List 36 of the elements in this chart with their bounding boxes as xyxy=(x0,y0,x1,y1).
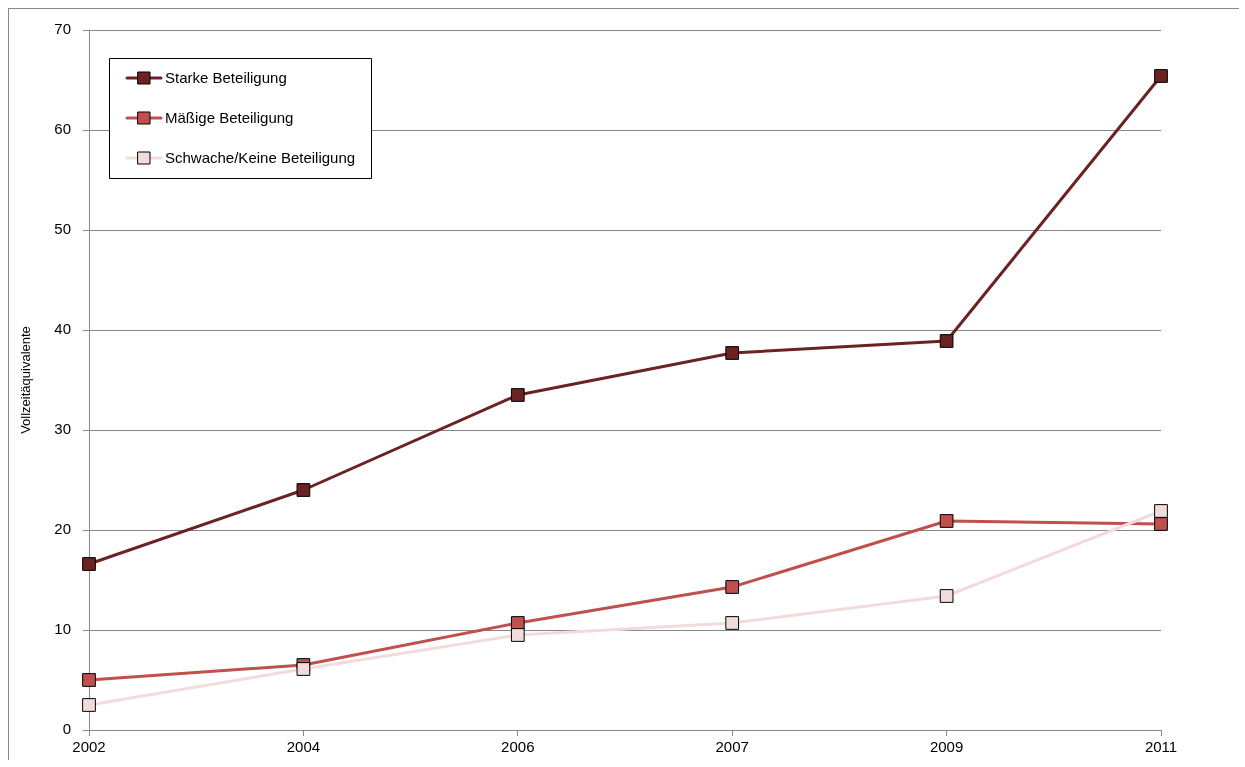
point xyxy=(939,514,954,528)
y-tick-label: 40 xyxy=(54,320,71,338)
x-tick-label: 2004 xyxy=(286,738,321,756)
y-axis-title: Vollzeitäquivalente xyxy=(18,326,34,434)
y-tick-label: 50 xyxy=(54,220,71,238)
legend-label: Starke Beteiligung xyxy=(165,69,287,87)
point xyxy=(510,616,525,630)
point xyxy=(510,388,525,402)
y-tick-label: 60 xyxy=(54,120,71,138)
point xyxy=(939,334,954,348)
y-tick-label: 30 xyxy=(54,420,71,438)
point xyxy=(82,673,96,687)
y-tick-label: 20 xyxy=(54,520,71,538)
point xyxy=(82,698,96,712)
x-tick-label: 2009 xyxy=(929,738,964,756)
point xyxy=(510,628,525,642)
point xyxy=(296,483,311,497)
point xyxy=(1154,69,1168,83)
y-tick-label: 70 xyxy=(54,20,71,38)
chart-frame: Vollzeitäquivalente 2002 2004 2006 2007 2009 2011 0 10 20 30 40 50 60 70 Starke Beteiligung Mäßige Beteiligung Schwache/Keine Beteiligung xyxy=(8,8,1239,760)
legend-label: Mäßige Beteiligung xyxy=(165,109,294,127)
point xyxy=(82,557,96,571)
point xyxy=(725,580,740,594)
x-tick-label: 2007 xyxy=(715,738,749,756)
y-tick-label: 0 xyxy=(62,720,71,738)
x-tick-label: 2011 xyxy=(1144,738,1178,756)
y-tick-label: 10 xyxy=(54,620,71,638)
point xyxy=(939,589,954,603)
point xyxy=(725,616,740,630)
point xyxy=(296,662,311,676)
point xyxy=(725,346,740,360)
point xyxy=(1154,504,1168,518)
point xyxy=(1154,517,1168,531)
x-tick-label: 2002 xyxy=(72,738,106,756)
legend-label: Schwache/Keine Beteiligung xyxy=(165,149,356,167)
x-tick-label: 2006 xyxy=(501,738,535,756)
